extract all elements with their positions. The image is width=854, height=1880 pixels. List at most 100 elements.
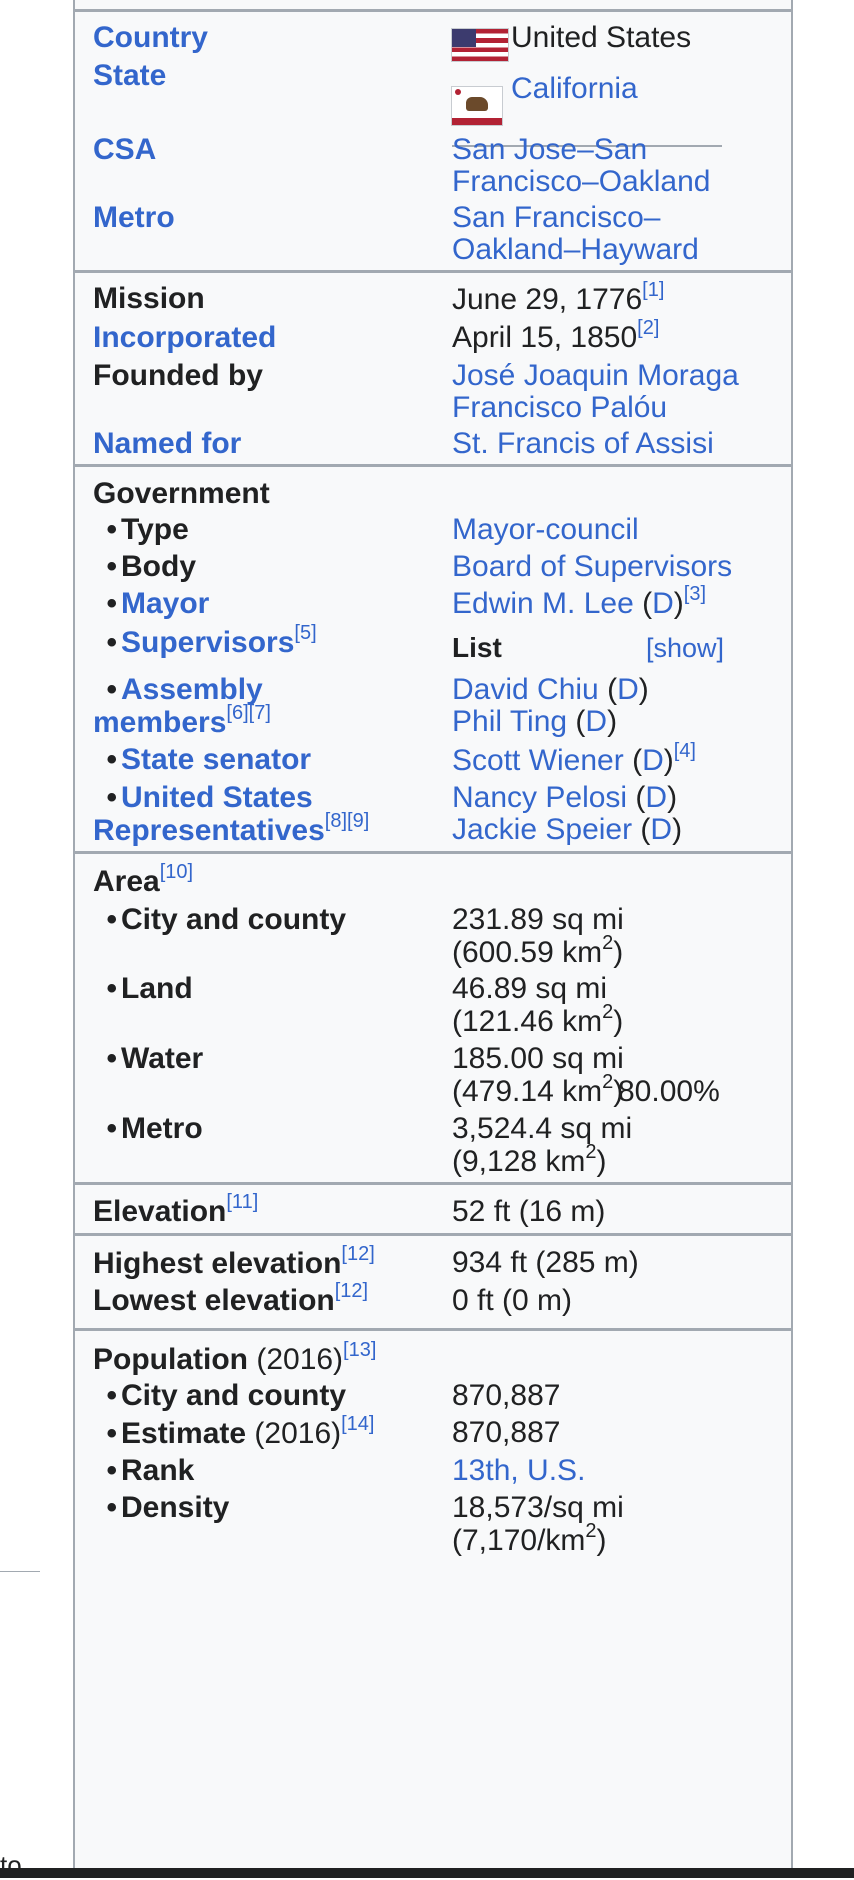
population-heading: Population (2016)[13] (93, 1339, 377, 1376)
highest-elevation-label: Highest elevation[12] (93, 1243, 375, 1280)
us-flag-icon (452, 29, 508, 61)
elevation-value: 52 ft (16 m) (452, 1195, 606, 1228)
representatives-label-line2: Representatives[8][9] (93, 810, 370, 847)
party-link[interactable]: D (650, 813, 673, 846)
rep-link-pelosi[interactable]: Nancy Pelosi (452, 781, 628, 814)
bottom-bar (0, 1868, 854, 1878)
citation-link[interactable]: [3] (683, 583, 707, 605)
population-estimate-label: • Estimate (2016)[14] (106, 1413, 375, 1450)
citation-link[interactable]: [12] (341, 1243, 375, 1265)
member-link-ting[interactable]: Phil Ting (452, 705, 568, 738)
section-divider (75, 1328, 791, 1331)
csa-value-line2[interactable]: Francisco–Oakland (452, 165, 711, 198)
citation-link[interactable]: [8][9] (324, 810, 370, 832)
mayor-label-link[interactable]: Mayor (121, 587, 210, 620)
metro-value-line2[interactable]: Oakland–Hayward (452, 233, 699, 266)
mayor-value: Edwin M. Lee (D)[3] (452, 583, 707, 620)
section-divider (75, 1182, 791, 1185)
state-label[interactable]: State (93, 59, 167, 92)
party-link[interactable]: D (645, 781, 668, 814)
area-water-value-1: 185.00 sq mi (452, 1042, 624, 1075)
csa-value-line1[interactable]: San Jose–San (452, 133, 648, 166)
area-water-label: • Water (106, 1042, 204, 1075)
population-density-label: • Density (106, 1491, 230, 1524)
government-body-label: • Body (106, 550, 196, 583)
citation-link[interactable]: [11] (226, 1191, 259, 1213)
area-land-value-2: (121.46 km2) (452, 1001, 624, 1038)
party-link[interactable]: D (642, 744, 664, 777)
metro-value-line1[interactable]: San Francisco– (452, 201, 661, 234)
area-land-label: • Land (106, 972, 193, 1005)
state-senator-label: • State senator (106, 743, 312, 776)
citation-link[interactable]: [13] (343, 1339, 377, 1361)
party-link[interactable]: D (617, 673, 639, 706)
lowest-elevation-label: Lowest elevation[12] (93, 1280, 369, 1317)
citation-link[interactable]: [12] (334, 1280, 369, 1302)
named-for-link[interactable]: St. Francis of Assisi (452, 427, 714, 460)
section-divider (75, 270, 791, 273)
rep-link-speier[interactable]: Jackie Speier (452, 813, 633, 846)
show-list-toggle[interactable]: [show] (646, 633, 725, 663)
mayor-link[interactable]: Edwin M. Lee (452, 587, 634, 620)
assembly-label-link[interactable]: Assembly (121, 673, 263, 706)
mayor-label: • Mayor (106, 587, 210, 620)
assembly-label-line1: • Assembly (106, 673, 263, 706)
government-heading: Government (93, 477, 270, 510)
area-city-label: • City and county (106, 903, 347, 936)
infobox: Country United States State California C… (73, 0, 793, 1872)
population-city-value: 870,887 (452, 1379, 561, 1412)
citation-link[interactable]: [1] (642, 279, 665, 301)
party-link[interactable]: D (585, 705, 608, 738)
incorporated-label[interactable]: Incorporated (93, 321, 277, 354)
population-city-label: • City and county (106, 1379, 347, 1412)
assembly-label-line2: members[6][7] (93, 702, 271, 739)
government-type-label: • Type (106, 513, 189, 546)
country-value: United States (511, 21, 692, 54)
csa-label[interactable]: CSA (93, 133, 157, 166)
government-body-link[interactable]: Board of Supervisors (452, 550, 733, 583)
supervisors-list-label: List (452, 632, 502, 663)
citation-link[interactable]: [4] (673, 740, 696, 762)
area-water-value-2: (479.14 km2) (452, 1071, 624, 1108)
senator-link[interactable]: Scott Wiener (452, 744, 624, 777)
founder-link-moraga[interactable]: José Joaquin Moraga (452, 359, 739, 392)
state-senator-label-link[interactable]: State senator (121, 743, 312, 776)
member-link-chiu[interactable]: David Chiu (452, 673, 599, 706)
area-city-value-2: (600.59 km2) (452, 932, 624, 969)
named-for-label[interactable]: Named for (93, 427, 242, 460)
party-link[interactable]: D (652, 587, 674, 620)
state-value-link[interactable]: California (511, 72, 638, 105)
citation-link[interactable]: [10] (159, 861, 194, 883)
representatives-label-link[interactable]: United States (121, 781, 313, 814)
article-divider (0, 1571, 40, 1572)
area-land-value-1: 46.89 sq mi (452, 972, 608, 1005)
population-rank-label: • Rank (106, 1454, 195, 1487)
founder-link-palou[interactable]: Francisco Palóu (452, 391, 668, 424)
section-divider (75, 1233, 791, 1236)
country-label[interactable]: Country (93, 21, 208, 54)
metro-label[interactable]: Metro (93, 201, 175, 234)
citation-link[interactable]: [6][7] (226, 702, 271, 724)
population-estimate-value: 870,887 (452, 1416, 561, 1449)
area-metro-value-2: (9,128 km2) (452, 1141, 607, 1178)
citation-link[interactable]: [2] (637, 317, 660, 339)
incorporated-value: April 15, 1850[2] (452, 317, 660, 354)
area-heading: Area[10] (93, 861, 194, 898)
supervisors-label: • Supervisors[5] (106, 622, 317, 659)
citation-link[interactable]: [5] (294, 622, 317, 644)
population-rank-link[interactable]: 13th, U.S. (452, 1454, 586, 1487)
section-divider (75, 464, 791, 467)
population-density-value-2: (7,170/km2) (452, 1520, 607, 1557)
assembly-member-1: David Chiu (D) (452, 673, 649, 706)
state-divider (452, 145, 722, 147)
lowest-elevation-value: 0 ft (0 m) (452, 1284, 573, 1317)
citation-link[interactable]: [14] (341, 1413, 375, 1435)
representative-1: Nancy Pelosi (D) (452, 781, 678, 814)
government-type-link[interactable]: Mayor-council (452, 513, 639, 546)
supervisors-label-link[interactable]: Supervisors (121, 626, 295, 659)
state-senator-value: Scott Wiener (D)[4] (452, 740, 696, 777)
section-divider (75, 851, 791, 854)
area-metro-value-1: 3,524.4 sq mi (452, 1112, 633, 1145)
elevation-label: Elevation[11] (93, 1191, 259, 1228)
founded-label: Founded by (93, 359, 263, 392)
